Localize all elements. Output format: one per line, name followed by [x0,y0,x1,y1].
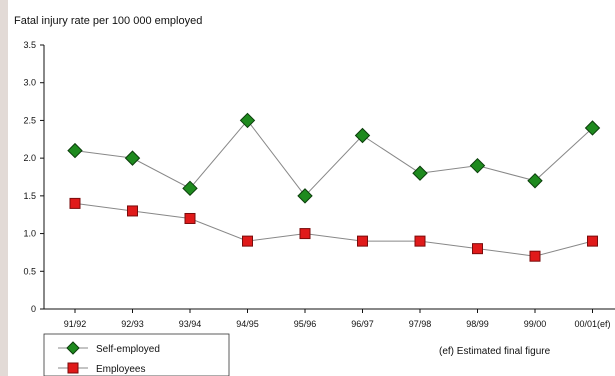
employees-point [69,197,81,209]
self-employed-legend-label: Self-employed [96,344,160,355]
self-employed-point [469,157,486,174]
employees-point [184,212,196,224]
y-tick-label: 2.0 [23,153,36,163]
employees-series-line [74,202,593,257]
self-employed-point [584,120,601,136]
x-tick-label: 92/93 [121,319,144,329]
legend: Self-employed Employees [43,333,230,376]
y-tick-label: 0.5 [23,266,36,276]
y-tick-label: 0 [31,304,36,314]
x-tick-label: 91/92 [64,319,87,329]
self-employed-point [297,188,313,204]
estimated-final-note: (ef) Estimated final figure [439,346,551,357]
x-tick-label: 00/01(ef) [574,319,610,329]
self-employed-point [354,127,371,144]
y-tick-label: 1.5 [23,191,36,201]
employees-point [529,250,541,262]
x-tick-label: 95/96 [294,319,317,329]
self-employed-point [67,142,83,159]
employees-point [242,235,253,247]
y-tick-label: 1.0 [23,229,36,239]
self-employed-point [527,173,543,189]
x-tick-label: 94/95 [236,319,259,329]
chart-panel [8,0,615,376]
employees-point [587,235,598,247]
y-tick-label: 2.5 [23,115,36,125]
self-employed-point [124,150,141,166]
chart-title: Fatal injury rate per 100 000 employed [14,15,202,27]
employees-point [127,205,138,217]
y-tick-label: 3.5 [23,40,36,50]
x-tick-label: 99/00 [524,319,547,329]
series-layer [67,112,601,262]
self-employed-point [182,180,198,197]
x-tick-label: 98/99 [466,319,489,329]
self-employed-legend-marker [66,341,80,355]
x-ticks: 91/92 92/93 93/94 94/95 95/96 96/97 97/98 98/99… [64,309,611,329]
x-tick-label: 93/94 [179,319,202,329]
x-tick-label: 97/98 [409,319,432,329]
self-employed-point [239,112,256,129]
y-ticks: 0 0.5 1.0 1.5 2.0 2.5 3.0 3.5 [23,40,44,314]
employees-legend-label: Employees [96,364,145,375]
self-employed-series-line [74,119,593,197]
employees-point [414,235,426,247]
employees-point [299,228,311,240]
self-employed-point [412,165,428,181]
employees-point [357,235,368,247]
employees-point [472,243,483,255]
employees-legend-marker [67,362,79,374]
y-tick-label: 3.0 [23,78,36,88]
x-tick-label: 96/97 [351,319,374,329]
